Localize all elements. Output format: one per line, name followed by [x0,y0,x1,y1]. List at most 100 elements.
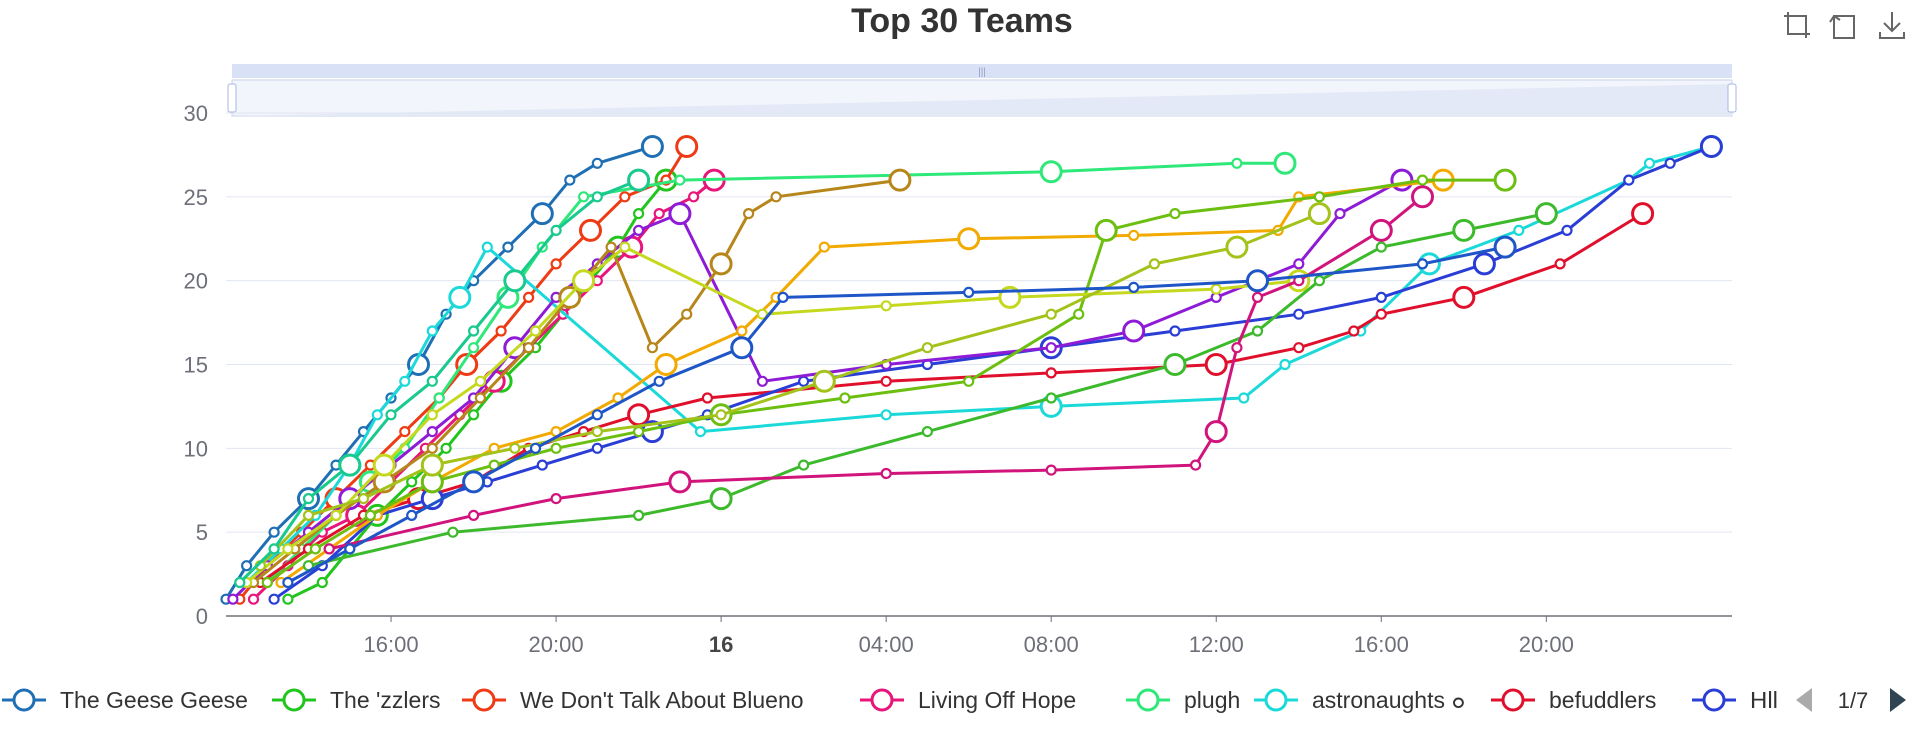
data-point[interactable] [577,191,590,203]
data-point[interactable] [777,291,789,303]
data-point[interactable] [1231,157,1243,169]
data-point[interactable] [371,409,383,421]
data-point[interactable] [1375,308,1387,320]
data-point[interactable] [715,409,727,421]
data-point[interactable] [627,403,651,427]
legend-next-icon[interactable] [1890,688,1906,712]
data-point[interactable] [1045,367,1057,379]
data-point[interactable] [1643,157,1656,169]
data-point[interactable] [579,218,602,242]
data-point[interactable] [1699,135,1723,158]
data-point[interactable] [730,336,754,360]
data-point[interactable] [1045,464,1057,476]
data-point[interactable] [1293,308,1305,320]
data-point[interactable] [330,509,342,522]
data-point[interactable] [406,476,418,488]
data-point[interactable] [668,470,692,494]
data-point[interactable] [426,325,438,337]
data-point[interactable] [646,342,659,354]
data-point[interactable] [455,353,479,376]
data-point[interactable] [839,392,851,404]
data-point[interactable] [529,442,542,454]
data-point[interactable] [1148,258,1161,270]
data-point[interactable] [619,191,631,203]
legend-prev-icon[interactable] [1796,688,1812,712]
legend-item[interactable]: astronaughts ๐ [1254,687,1465,713]
data-point[interactable] [385,409,397,421]
data-point[interactable] [474,375,486,387]
data-point[interactable] [268,593,280,605]
data-point[interactable] [1375,291,1387,303]
data-point[interactable] [323,543,335,555]
data-point[interactable] [632,208,645,220]
legend-item[interactable]: plugh [1126,687,1240,713]
data-point[interactable] [632,224,645,236]
data-point[interactable] [1251,325,1264,337]
data-point[interactable] [709,252,733,276]
data-point[interactable] [495,325,507,337]
data-point[interactable] [302,493,315,505]
data-point[interactable] [1493,235,1517,259]
zoom-icon[interactable] [1784,12,1810,38]
data-point[interactable] [227,593,239,605]
data-point[interactable] [681,308,693,320]
data-point[interactable] [282,576,294,589]
data-point[interactable] [963,286,975,298]
data-point[interactable] [1128,281,1140,293]
data-point[interactable] [701,392,714,404]
data-point[interactable] [605,241,617,253]
data-point[interactable] [357,493,370,505]
data-point[interactable] [880,409,892,421]
data-point[interactable] [268,543,280,555]
data-point[interactable] [1348,325,1360,337]
data-point[interactable] [619,241,631,253]
data-point[interactable] [1411,185,1434,209]
data-point[interactable] [627,168,651,192]
data-point[interactable] [736,325,748,337]
data-point[interactable] [1534,202,1558,226]
data-point[interactable] [888,168,912,192]
data-point[interactable] [1238,392,1250,404]
data-point[interactable] [468,342,480,354]
data-point[interactable] [812,369,836,393]
data-point[interactable] [550,258,562,270]
data-point[interactable] [420,453,444,477]
data-point[interactable] [1210,283,1222,295]
data-point[interactable] [502,241,514,253]
data-point[interactable] [742,208,755,220]
data-point[interactable] [338,453,362,477]
data-point[interactable] [529,325,542,337]
data-point[interactable] [462,470,486,494]
data-point[interactable] [1094,218,1118,242]
data-point[interactable] [756,375,769,387]
data-point[interactable] [550,224,562,236]
data-point[interactable] [1073,308,1085,320]
data-point[interactable] [1561,224,1573,236]
data-point[interactable] [1631,202,1655,226]
data-point[interactable] [481,241,493,253]
data-point[interactable] [261,576,273,589]
data-point[interactable] [1045,308,1057,320]
data-point[interactable] [1416,258,1429,270]
data-point[interactable] [674,174,686,186]
data-point[interactable] [247,593,260,605]
data-zoom-right-handle[interactable] [1727,83,1737,113]
data-point[interactable] [1334,208,1346,220]
legend-item[interactable]: The Geese Geese [2,687,248,713]
data-point[interactable] [316,576,328,589]
data-point[interactable] [1452,218,1476,242]
legend-item[interactable]: Living Off Hope [860,687,1076,713]
data-point[interactable] [797,459,810,471]
data-point[interactable] [880,467,892,480]
restore-icon[interactable] [1829,15,1855,39]
data-point[interactable] [632,509,645,522]
data-point[interactable] [344,543,356,555]
data-point[interactable] [880,300,892,312]
data-point[interactable] [474,392,486,404]
data-point[interactable] [640,135,664,158]
data-point[interactable] [550,442,562,454]
data-point[interactable] [921,426,934,438]
data-point[interactable] [372,453,396,477]
data-point[interactable] [1313,275,1326,287]
data-point[interactable] [756,308,769,320]
